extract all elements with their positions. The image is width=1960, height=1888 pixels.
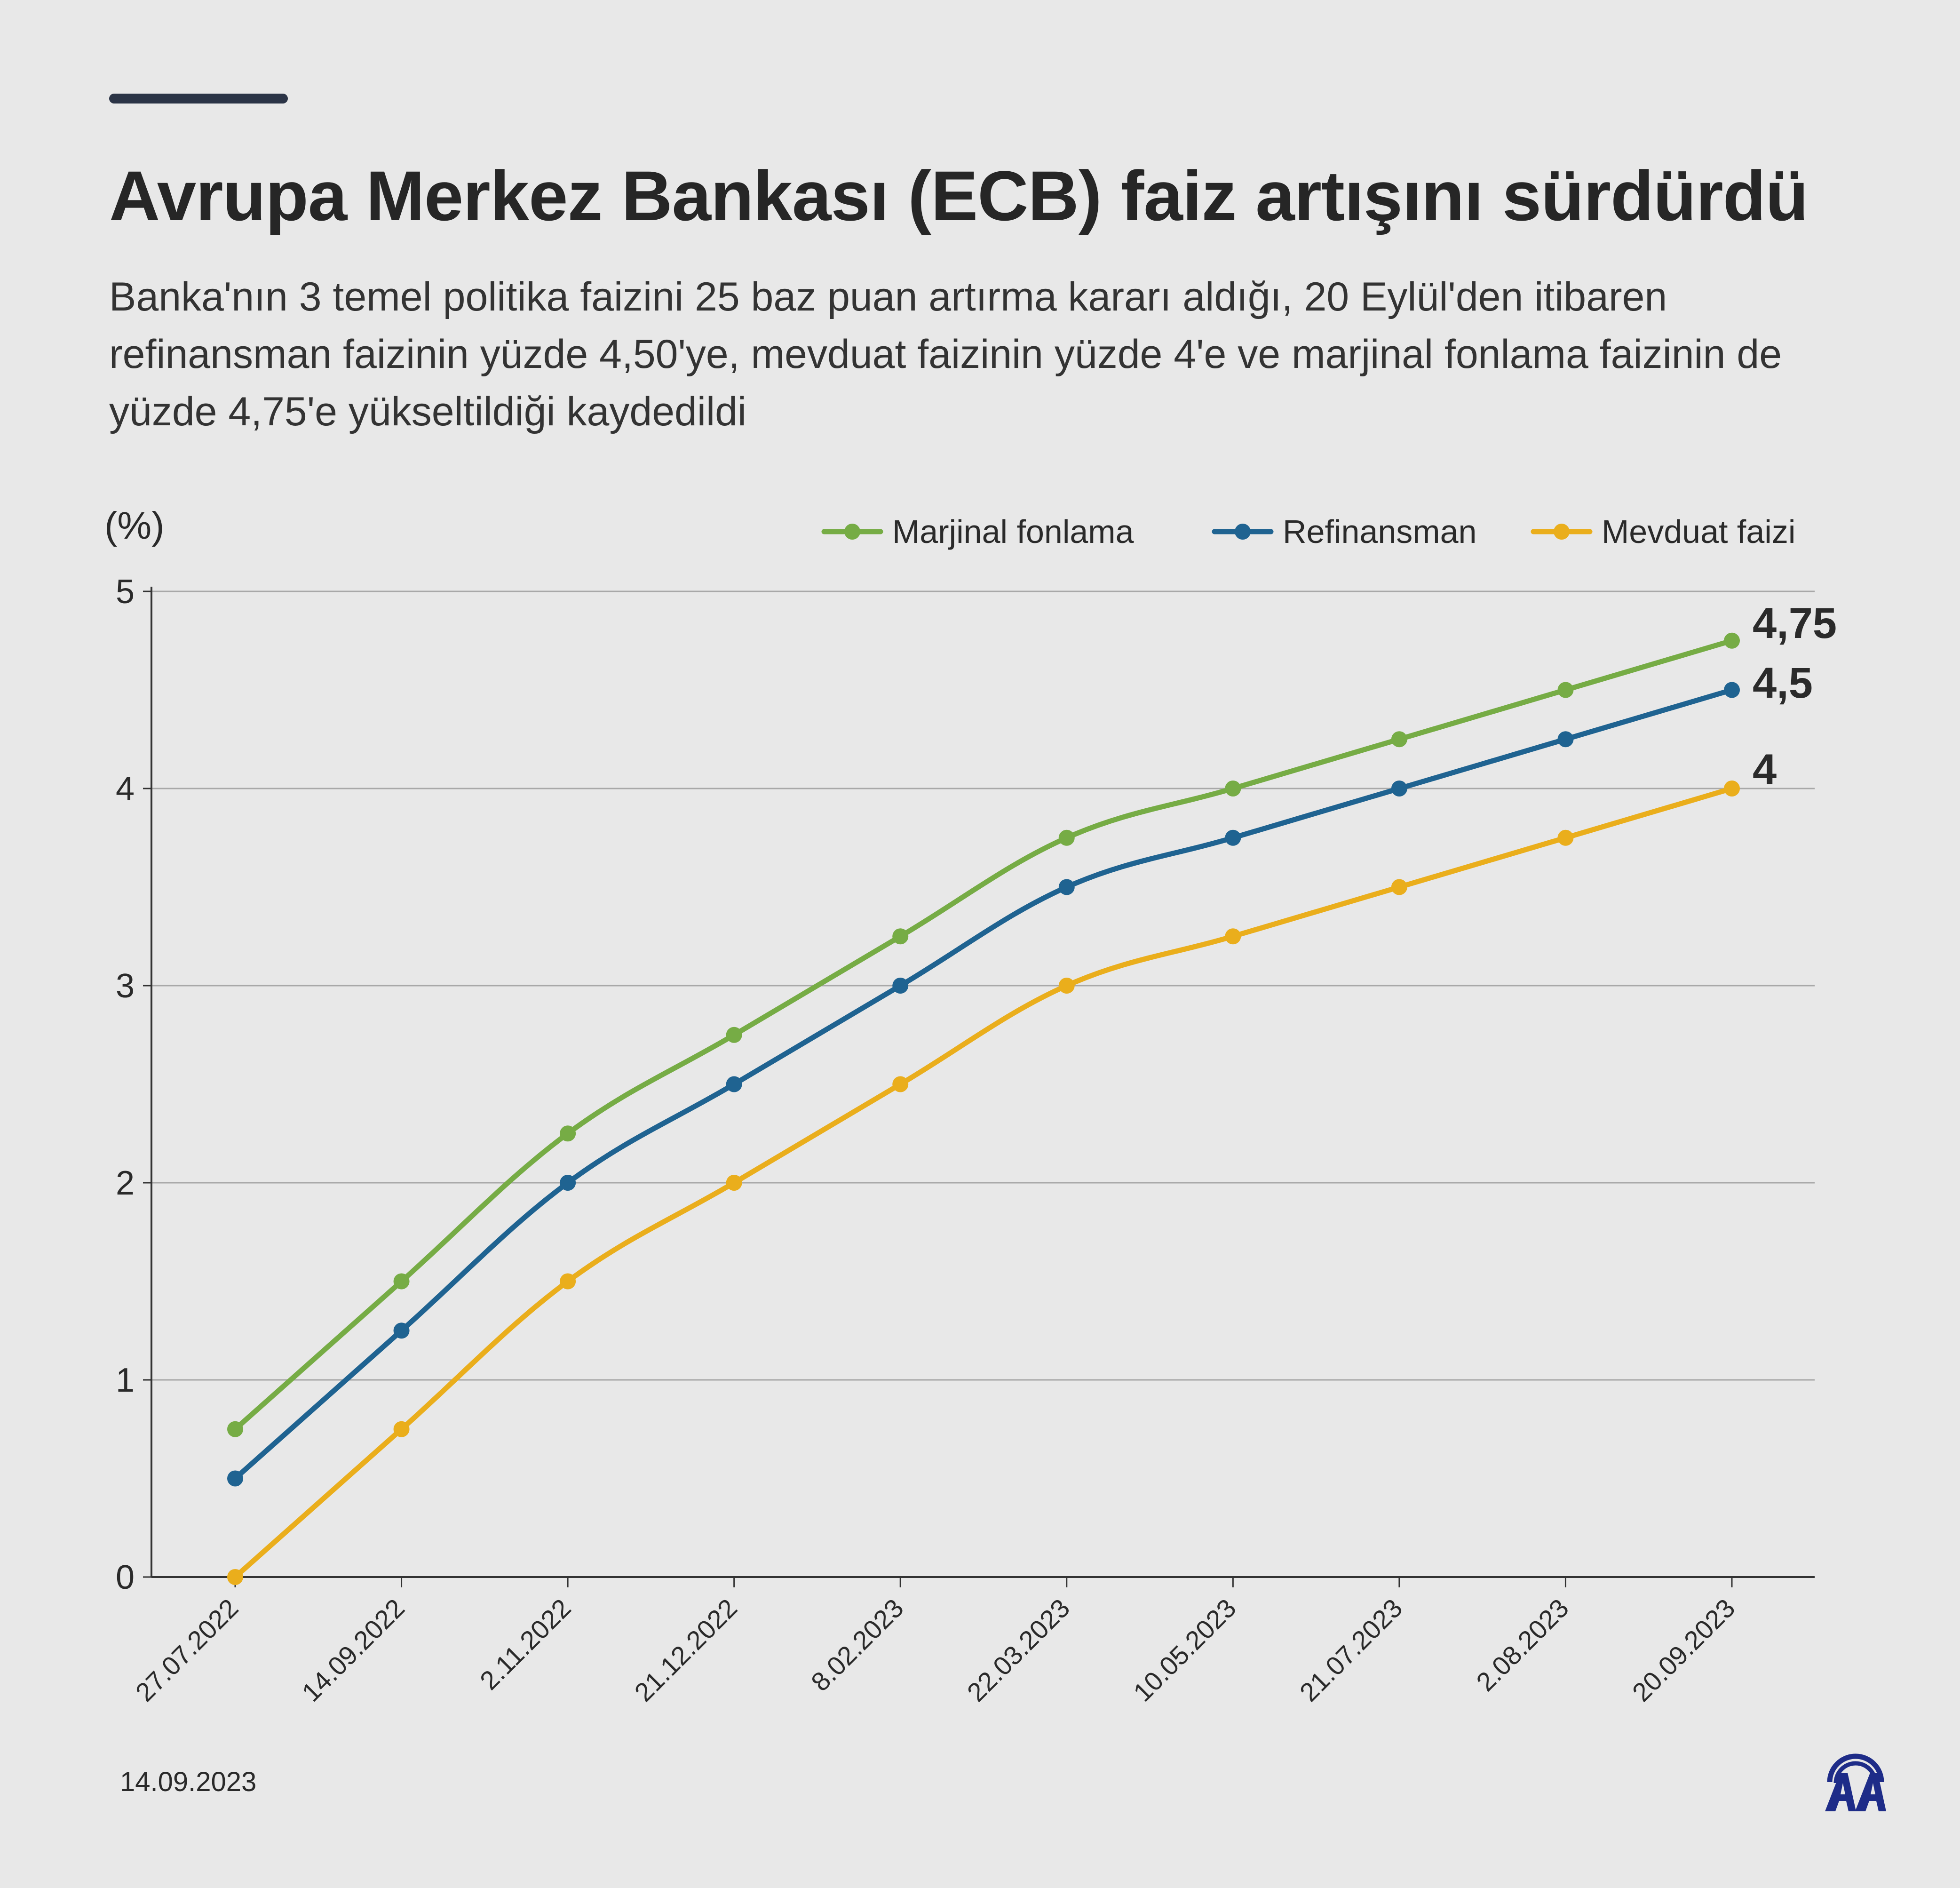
x-tick-label: 27.07.2022 [130,1593,244,1707]
page-subtitle: Banka'nın 3 temel politika faizini 25 ba… [109,274,1782,434]
data-point [1391,879,1407,895]
data-point [1724,682,1740,698]
data-point [1225,781,1241,797]
x-tick-label: 8.02.2023 [805,1593,909,1697]
end-value-label: 4,5 [1753,659,1813,707]
y-tick-label: 3 [116,967,135,1005]
legend-label: Marjinal fonlama [892,513,1134,550]
publication-date: 14.09.2023 [120,1767,257,1797]
data-point [1225,928,1241,945]
data-point [1391,781,1407,797]
legend-swatch-dot [844,524,860,540]
data-point [726,1175,742,1191]
series-line [232,638,1735,1432]
data-point [227,1569,243,1585]
x-tick-label: 14.09.2022 [296,1593,410,1707]
aa-logo-icon [1825,1753,1886,1811]
end-value-label: 4 [1753,746,1777,794]
data-point [1225,829,1241,846]
page-title: Avrupa Merkez Bankası (ECB) faiz artışın… [109,156,1809,235]
series-line [232,687,1735,1481]
legend-swatch-dot [1554,524,1570,540]
data-point [560,1273,576,1290]
legend-label: Mevduat faizi [1602,513,1795,550]
y-tick-label: 2 [116,1164,135,1202]
data-point [1058,879,1075,895]
data-point [726,1027,742,1043]
data-point [1557,829,1574,846]
data-point [393,1322,410,1339]
legend-swatch-dot [1235,524,1251,540]
x-tick-label: 2.11.2022 [474,1593,577,1696]
y-tick-label: 0 [116,1559,135,1596]
legend-label: Refinansman [1283,513,1476,550]
x-tick-label: 2.08.2023 [1470,1593,1574,1697]
data-point [892,1076,909,1092]
end-value-label: 4,75 [1753,599,1837,647]
y-tick-label: 4 [116,770,135,808]
data-point [1391,731,1407,748]
data-point [227,1421,243,1437]
data-point [892,928,909,945]
y-axis-label: (%) [104,504,165,547]
data-point [1557,731,1574,748]
data-point [892,978,909,994]
data-point [1058,829,1075,846]
data-point [560,1125,576,1142]
series-line [232,786,1735,1580]
x-tick-label: 22.03.2023 [961,1593,1076,1707]
data-point [1058,978,1075,994]
data-point [227,1470,243,1487]
accent-bar [109,94,288,104]
x-tick-label: 20.09.2023 [1627,1593,1741,1707]
data-point [393,1421,410,1437]
data-point [1557,682,1574,698]
data-point [560,1175,576,1191]
data-point [393,1273,410,1290]
x-tick-label: 21.12.2022 [628,1593,743,1707]
y-tick-label: 1 [116,1362,135,1399]
x-tick-label: 10.05.2023 [1127,1593,1242,1707]
data-point [726,1076,742,1092]
data-point [1724,781,1740,797]
data-point [1724,632,1740,649]
x-tick-label: 21.07.2023 [1294,1593,1408,1707]
y-tick-label: 5 [116,573,135,611]
